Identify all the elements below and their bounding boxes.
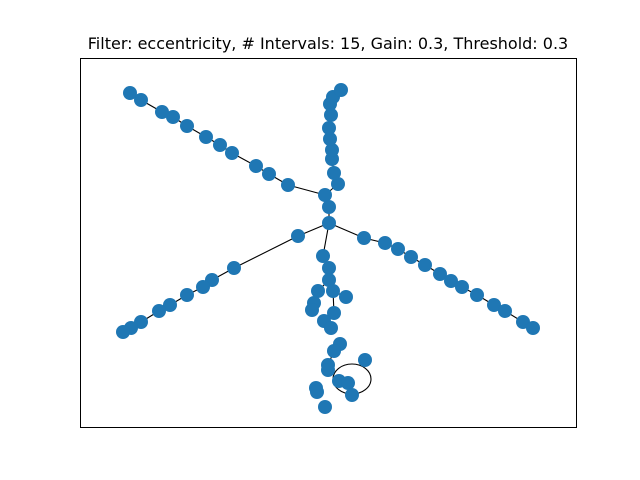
- graph-node: [281, 178, 295, 192]
- graph-node: [444, 274, 458, 288]
- graph-node: [322, 216, 336, 230]
- graph-node: [180, 288, 194, 302]
- figure-title: Filter: eccentricity, # Intervals: 15, G…: [88, 34, 568, 53]
- graph-node: [487, 298, 501, 312]
- graph-node: [470, 288, 484, 302]
- graph-node: [455, 280, 469, 294]
- graph-node: [526, 321, 540, 335]
- graph-node: [331, 177, 345, 191]
- graph-node: [498, 304, 512, 318]
- nodes-layer: [116, 83, 540, 414]
- graph-node: [180, 119, 194, 133]
- graph-node: [199, 130, 213, 144]
- graph-node: [316, 249, 330, 263]
- graph-node: [163, 298, 177, 312]
- graph-node: [152, 304, 166, 318]
- graph-node: [155, 105, 169, 119]
- graph-node: [327, 306, 341, 320]
- graph-node: [324, 321, 338, 335]
- graph-node: [324, 108, 338, 122]
- graph-node: [378, 236, 392, 250]
- graph-node: [291, 229, 305, 243]
- graph-node: [305, 303, 319, 317]
- graph-node: [225, 146, 239, 160]
- graph-node: [311, 284, 325, 298]
- graph-node: [404, 250, 418, 264]
- graph-node: [318, 188, 332, 202]
- graph-node: [318, 400, 332, 414]
- graph-node: [334, 83, 348, 97]
- graph-node: [418, 258, 432, 272]
- graph-node: [341, 376, 355, 390]
- graph-node: [116, 325, 130, 339]
- graph-node: [227, 261, 241, 275]
- graph-node: [339, 290, 353, 304]
- graph-node: [325, 143, 339, 157]
- graph-node: [322, 121, 336, 135]
- graph-node: [166, 110, 180, 124]
- graph-node: [327, 344, 341, 358]
- graph-node: [322, 273, 336, 287]
- graph-node: [262, 167, 276, 181]
- graph-node: [196, 280, 210, 294]
- graph-node: [123, 86, 137, 100]
- graph-node: [433, 267, 447, 281]
- graph-node: [323, 132, 337, 146]
- graph-node: [134, 93, 148, 107]
- graph-edge: [233, 235, 299, 269]
- graph-node: [321, 363, 335, 377]
- graph-node: [345, 388, 359, 402]
- graph-node: [322, 261, 336, 275]
- axes-frame: [80, 58, 577, 428]
- graph-node: [357, 231, 371, 245]
- graph-node: [391, 242, 405, 256]
- graph-node: [358, 353, 372, 367]
- graph-node: [310, 385, 324, 399]
- graph-node: [213, 138, 227, 152]
- graph-node: [327, 166, 341, 180]
- graph-node: [249, 159, 263, 173]
- graph-node: [322, 200, 336, 214]
- graph-node: [326, 284, 340, 298]
